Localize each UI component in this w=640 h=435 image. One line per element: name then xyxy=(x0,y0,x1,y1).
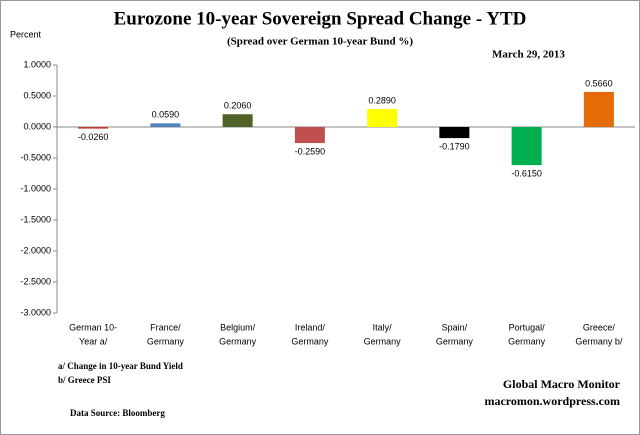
x-tick-label: Germany xyxy=(147,336,185,346)
value-label: 0.5660 xyxy=(585,78,613,88)
x-tick-label: German 10- xyxy=(69,322,117,332)
value-label: -0.1790 xyxy=(439,141,470,151)
credit: Global Macro Monitor xyxy=(503,377,621,391)
bar xyxy=(367,109,398,127)
date: March 29, 2013 xyxy=(492,49,565,61)
y-tick-label: 0.5000 xyxy=(23,90,51,100)
x-tick-label: Year a/ xyxy=(79,336,108,346)
bar xyxy=(78,127,109,129)
bar xyxy=(222,114,253,127)
x-tick-label: Germany b/ xyxy=(575,336,623,346)
y-tick-label: 1.0000 xyxy=(23,59,51,69)
x-tick-label: Belgium/ xyxy=(220,322,256,332)
x-tick-label: Portugal/ xyxy=(509,322,546,332)
y-tick-label: -3.0000 xyxy=(20,307,51,317)
note: a/ Change in 10-year Bund Yield xyxy=(58,361,183,371)
x-tick-label: Italy/ xyxy=(373,322,393,332)
y-tick-label: -2.0000 xyxy=(20,245,51,255)
x-tick-label: Germany xyxy=(508,336,546,346)
value-label: -0.6150 xyxy=(511,169,542,179)
y-tick-label: -1.5000 xyxy=(20,214,51,224)
bar xyxy=(439,127,470,139)
value-label: 0.2060 xyxy=(224,101,252,111)
value-label: -0.2590 xyxy=(295,146,326,156)
x-tick-label: Germany xyxy=(219,336,257,346)
x-tick-label: France/ xyxy=(150,322,181,332)
y-axis-label: Percent xyxy=(10,29,42,39)
bar xyxy=(511,127,542,166)
y-tick-label: 0.0000 xyxy=(23,121,51,131)
y-tick-label: -1.0000 xyxy=(20,183,51,193)
x-tick-label: Ireland/ xyxy=(295,322,326,332)
y-tick-label: -0.5000 xyxy=(20,152,51,162)
note: b/ Greece PSI xyxy=(58,375,111,385)
chart-title: Eurozone 10-year Sovereign Spread Change… xyxy=(114,8,527,29)
x-tick-label: Germany xyxy=(291,336,329,346)
credit: macromon.wordpress.com xyxy=(484,394,620,408)
x-tick-label: Greece/ xyxy=(583,322,616,332)
x-tick-label: Germany xyxy=(436,336,474,346)
x-tick-label: Spain/ xyxy=(442,322,468,332)
chart-subtitle: (Spread over German 10-year Bund %) xyxy=(227,36,413,48)
bar xyxy=(294,127,325,144)
bar xyxy=(150,123,181,127)
value-label: 0.0590 xyxy=(152,110,180,120)
source: Data Source: Bloomberg xyxy=(70,408,165,418)
value-label: 0.2890 xyxy=(368,95,396,105)
y-tick-label: -2.5000 xyxy=(20,276,51,286)
bar xyxy=(583,91,614,127)
value-label: -0.0260 xyxy=(78,132,109,142)
x-tick-label: Germany xyxy=(364,336,402,346)
